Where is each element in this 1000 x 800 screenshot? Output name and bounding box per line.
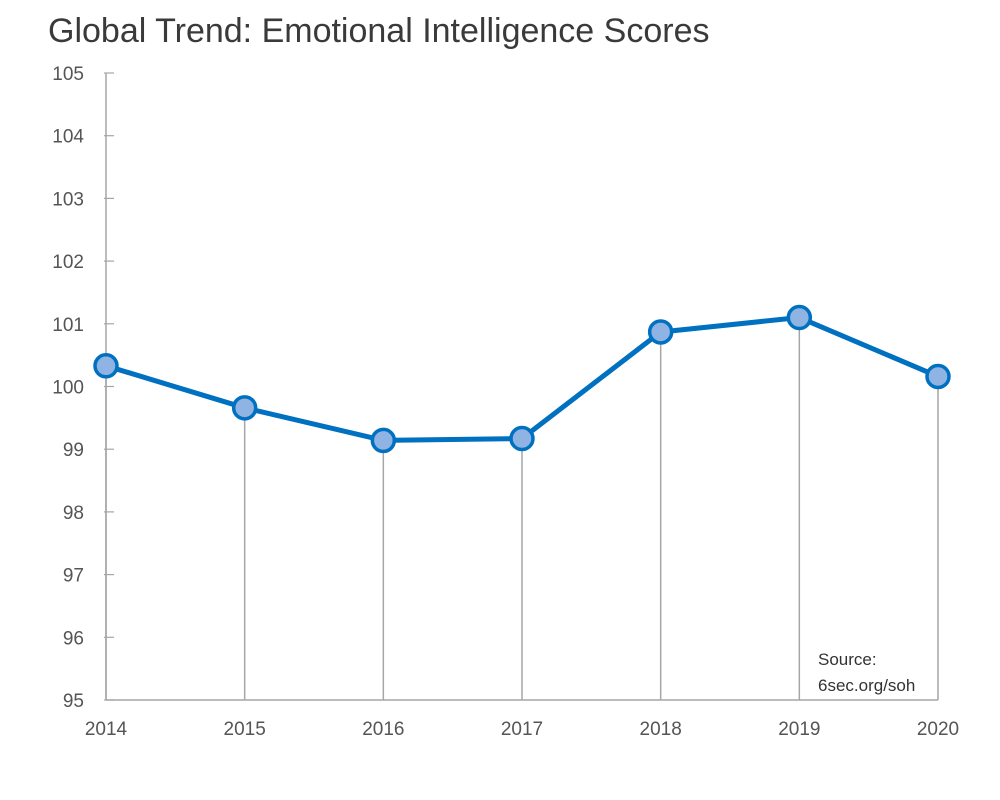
x-tick-label: 2015	[224, 719, 266, 740]
y-tick-label: 100	[52, 378, 84, 399]
data-point	[509, 425, 535, 452]
x-tick-label: 2016	[362, 719, 404, 740]
x-tick-label: 2019	[778, 719, 820, 740]
series-layer	[103, 315, 941, 443]
x-tick-label: 2017	[501, 719, 543, 740]
y-tick-label: 99	[63, 440, 84, 461]
y-tick-label: 105	[52, 64, 84, 85]
y-tick-label: 103	[52, 189, 84, 210]
data-points	[93, 304, 951, 454]
y-tick-label: 102	[52, 252, 84, 273]
x-tick-label: 2014	[85, 719, 128, 740]
data-point	[647, 319, 674, 345]
data-point	[93, 353, 119, 379]
source-line-1: Source:	[818, 650, 877, 669]
y-tick-label: 96	[63, 628, 84, 649]
data-point	[925, 363, 951, 390]
source-line-2: 6sec.org/soh	[818, 676, 915, 695]
x-tick-label: 2020	[917, 719, 959, 740]
chart-title: Global Trend: Emotional Intelligence Sco…	[48, 12, 709, 50]
data-point	[786, 304, 813, 331]
y-tick-label: 101	[52, 315, 84, 336]
y-tick-label: 104	[52, 127, 84, 148]
x-tick-label: 2018	[640, 719, 682, 740]
data-point	[231, 395, 258, 421]
drop-lines	[105, 317, 939, 700]
series-line	[103, 315, 941, 443]
data-point	[370, 427, 397, 454]
y-tick-label: 95	[63, 691, 84, 712]
y-tick-label: 98	[63, 503, 84, 524]
source-note: Source: 6sec.org/soh	[818, 650, 915, 695]
axes: 95 96 97 98 99 100 101 102 103 104 105 2014 2015 2016…	[52, 64, 959, 740]
y-tick-label: 97	[63, 566, 84, 587]
